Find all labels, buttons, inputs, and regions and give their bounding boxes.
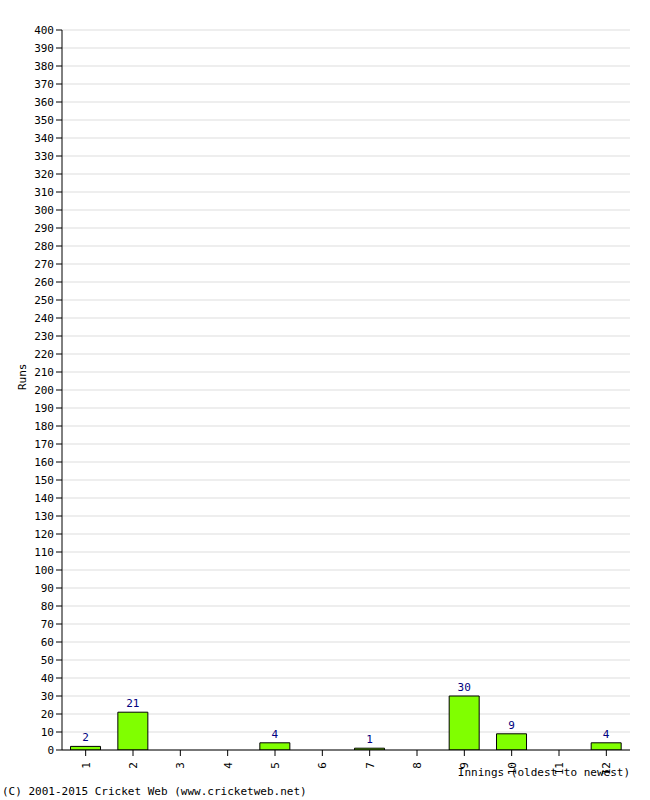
svg-text:40: 40	[41, 672, 54, 685]
svg-text:390: 390	[34, 42, 54, 55]
svg-text:20: 20	[41, 708, 54, 721]
svg-text:340: 340	[34, 132, 54, 145]
svg-text:110: 110	[34, 546, 54, 559]
svg-text:250: 250	[34, 294, 54, 307]
svg-text:70: 70	[41, 618, 54, 631]
svg-text:360: 360	[34, 96, 54, 109]
svg-text:350: 350	[34, 114, 54, 127]
svg-text:4: 4	[222, 762, 235, 769]
svg-text:100: 100	[34, 564, 54, 577]
svg-text:310: 310	[34, 186, 54, 199]
svg-text:300: 300	[34, 204, 54, 217]
svg-text:5: 5	[269, 762, 282, 769]
svg-text:2: 2	[82, 731, 89, 744]
svg-text:370: 370	[34, 78, 54, 91]
svg-text:80: 80	[41, 600, 54, 613]
svg-text:230: 230	[34, 330, 54, 343]
svg-text:330: 330	[34, 150, 54, 163]
svg-text:320: 320	[34, 168, 54, 181]
svg-text:4: 4	[272, 728, 279, 741]
svg-text:10: 10	[41, 726, 54, 739]
svg-text:260: 260	[34, 276, 54, 289]
svg-text:130: 130	[34, 510, 54, 523]
svg-text:30: 30	[458, 681, 471, 694]
svg-text:21: 21	[126, 697, 139, 710]
svg-text:9: 9	[508, 719, 515, 732]
svg-text:200: 200	[34, 384, 54, 397]
svg-text:240: 240	[34, 312, 54, 325]
svg-text:180: 180	[34, 420, 54, 433]
svg-text:3: 3	[174, 762, 187, 769]
svg-text:220: 220	[34, 348, 54, 361]
svg-text:60: 60	[41, 636, 54, 649]
svg-text:150: 150	[34, 474, 54, 487]
svg-text:400: 400	[34, 24, 54, 37]
svg-text:4: 4	[603, 728, 610, 741]
svg-text:380: 380	[34, 60, 54, 73]
svg-text:30: 30	[41, 690, 54, 703]
svg-text:2: 2	[127, 762, 140, 769]
svg-text:140: 140	[34, 492, 54, 505]
svg-text:1: 1	[366, 733, 373, 746]
svg-text:7: 7	[364, 762, 377, 769]
svg-text:280: 280	[34, 240, 54, 253]
svg-text:270: 270	[34, 258, 54, 271]
svg-text:160: 160	[34, 456, 54, 469]
svg-text:210: 210	[34, 366, 54, 379]
svg-text:290: 290	[34, 222, 54, 235]
svg-text:6: 6	[316, 762, 329, 769]
svg-text:50: 50	[41, 654, 54, 667]
svg-text:Runs: Runs	[16, 364, 29, 391]
svg-text:1: 1	[80, 762, 93, 769]
svg-text:120: 120	[34, 528, 54, 541]
svg-text:190: 190	[34, 402, 54, 415]
svg-text:8: 8	[411, 762, 424, 769]
svg-text:90: 90	[41, 582, 54, 595]
svg-text:0: 0	[47, 744, 54, 757]
svg-text:170: 170	[34, 438, 54, 451]
